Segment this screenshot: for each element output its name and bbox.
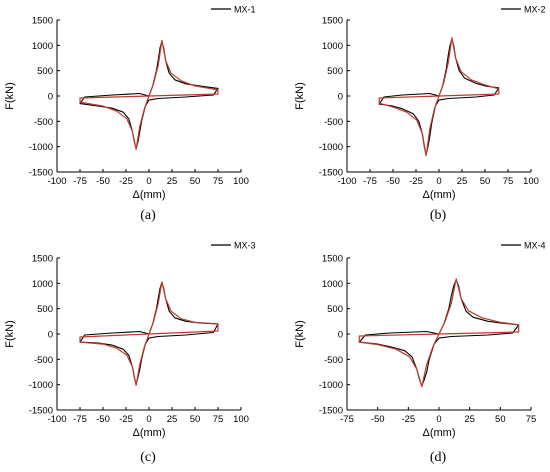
x-tick-label: -50 [371,414,385,425]
y-tick-label: 1500 [32,254,53,265]
x-tick-label: -75 [73,414,87,425]
y-tick-label: 0 [338,330,343,341]
y-tick-label: -1500 [319,168,343,179]
legend-label: MX-2 [524,5,546,15]
x-tick-label: 100 [233,176,249,187]
y-tick-label: 1500 [322,254,343,265]
chart-d: -1500 -1000 -500 0 500 1000 1500 -75 -50 -25 0 25 50… [294,241,546,440]
panel-label-b: (b) [408,208,468,224]
x-tick-label: -100 [47,176,66,187]
chart-c: -1500 -1000 -500 0 500 1000 1500 -100 -75 -50 -25 0… [4,241,256,440]
x-tick-label: -75 [73,176,87,187]
x-tick-label: 50 [480,176,491,187]
x-tick-label: 50 [495,414,506,425]
y-tick-label: -1500 [319,406,343,417]
panel-label-text: (c) [140,450,156,465]
y-axis-title: F(kN) [294,82,306,110]
y-tick-label: -1500 [29,168,53,179]
x-tick-label: -50 [96,176,110,187]
x-tick-label: 75 [503,176,514,187]
panel-label-d: (d) [408,450,468,466]
x-tick-label: 0 [436,176,441,187]
y-tick-label: 500 [37,66,53,77]
x-axis-title: Δ(mm) [423,189,456,201]
panel-label-text: (d) [429,450,447,465]
y-tick-label: -1000 [319,142,343,153]
y-axis-title: F(kN) [4,320,16,348]
x-tick-label: -75 [340,414,354,425]
y-tick-label: 0 [48,92,53,103]
x-tick-label: 25 [457,176,468,187]
x-axis-title: Δ(mm) [133,427,166,439]
x-axis-title: Δ(mm) [423,427,456,439]
chart-panel-b: -1500 -1000 -500 0 500 1000 1500 -100 -75 -50 -25 0… [275,0,550,236]
y-tick-label: 1000 [322,41,343,52]
y-tick-label: 0 [338,92,343,103]
y-tick-label: -1000 [29,380,53,391]
y-tick-label: 500 [327,304,343,315]
x-tick-label: 25 [167,176,178,187]
x-tick-label: 50 [190,176,201,187]
y-tick-label: -500 [34,117,53,128]
chart-b: -1500 -1000 -500 0 500 1000 1500 -100 -75 -50 -25 0… [294,5,546,202]
chart-panel-a: -1500 -1000 -500 0 500 1000 1500 -100 -75 -50 -25 0… [0,0,275,236]
x-tick-label: 75 [526,414,537,425]
y-axis-title: F(kN) [294,320,306,348]
y-tick-label: -1000 [319,380,343,391]
y-tick-label: 1500 [32,16,53,27]
legend-label: MX-4 [524,241,546,251]
x-tick-label: 0 [146,414,151,425]
x-tick-label: 0 [146,176,151,187]
y-tick-label: -500 [324,117,343,128]
x-tick-label: 25 [167,414,178,425]
x-tick-label: 25 [464,414,475,425]
x-tick-label: 100 [233,414,249,425]
chart-panel-c: -1500 -1000 -500 0 500 1000 1500 -100 -75 -50 -25 0… [0,236,275,472]
y-tick-label: 500 [37,304,53,315]
x-tick-label: -50 [96,414,110,425]
panel-label-c: (c) [118,450,178,466]
legend-label: MX-1 [234,5,256,15]
y-tick-label: 1000 [32,41,53,52]
y-tick-label: -500 [34,355,53,366]
panel-label-text: (a) [140,208,156,223]
legend-label: MX-3 [234,241,256,251]
y-tick-label: 500 [327,66,343,77]
y-tick-label: 0 [48,330,53,341]
x-tick-label: -100 [337,176,356,187]
chart-panel-d: -1500 -1000 -500 0 500 1000 1500 -75 -50 -25 0 25 50… [275,236,550,472]
x-tick-label: 0 [436,414,441,425]
x-tick-label: -25 [401,414,415,425]
x-tick-label: -100 [47,414,66,425]
x-tick-label: -25 [119,414,133,425]
y-tick-label: 1000 [32,279,53,290]
panel-label-text: (b) [429,208,447,223]
x-tick-label: 75 [213,176,224,187]
y-tick-label: -1000 [29,142,53,153]
y-tick-label: -500 [324,355,343,366]
x-tick-label: 50 [190,414,201,425]
x-tick-label: -25 [119,176,133,187]
panel-label-a: (a) [118,208,178,224]
y-tick-label: -1500 [29,406,53,417]
y-tick-label: 1500 [322,16,343,27]
x-axis-title: Δ(mm) [133,189,166,201]
skeleton-curve-line [79,281,219,386]
x-tick-label: -75 [363,176,377,187]
skeleton-curve-line [358,278,520,388]
x-tick-label: -25 [409,176,423,187]
chart-a: -1500 -1000 -500 0 500 1000 1500 -100 -75 -50 -25 0… [4,5,256,202]
skeleton-curve-line [378,37,500,157]
x-tick-label: 100 [523,176,539,187]
y-tick-label: 1000 [322,279,343,290]
x-tick-label: 75 [213,414,224,425]
x-tick-label: -50 [386,176,400,187]
skeleton-curve-line [79,39,219,150]
y-axis-title: F(kN) [4,82,16,110]
